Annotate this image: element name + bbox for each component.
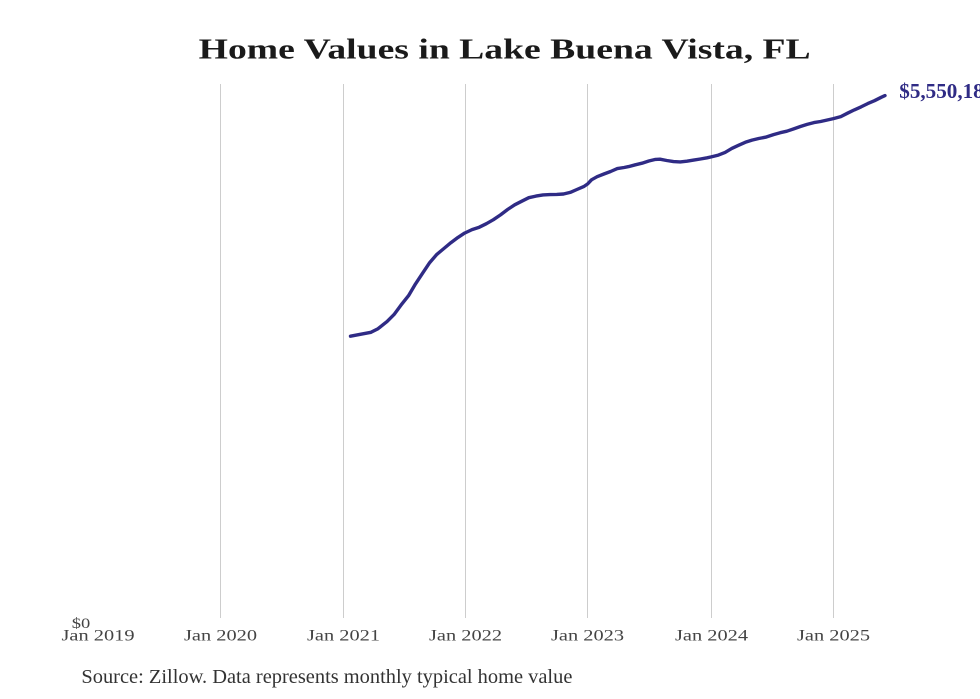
svg-text:Jan 2024: Jan 2024 [675,628,748,645]
svg-text:Source: Zillow. Data represent: Source: Zillow. Data represents monthly … [81,666,572,688]
svg-text:Jan 2020: Jan 2020 [184,628,257,645]
svg-text:Jan 2021: Jan 2021 [307,628,380,645]
svg-text:$0: $0 [72,616,91,632]
svg-text:Jan 2025: Jan 2025 [797,628,870,645]
svg-text:Home Values in Lake Buena Vist: Home Values in Lake Buena Vista, FL [199,34,811,66]
svg-text:Jan 2022: Jan 2022 [429,628,502,645]
svg-text:$5,550,183: $5,550,183 [899,79,980,103]
svg-text:Jan 2023: Jan 2023 [551,628,624,645]
svg-text:Jan 2019: Jan 2019 [62,628,135,645]
